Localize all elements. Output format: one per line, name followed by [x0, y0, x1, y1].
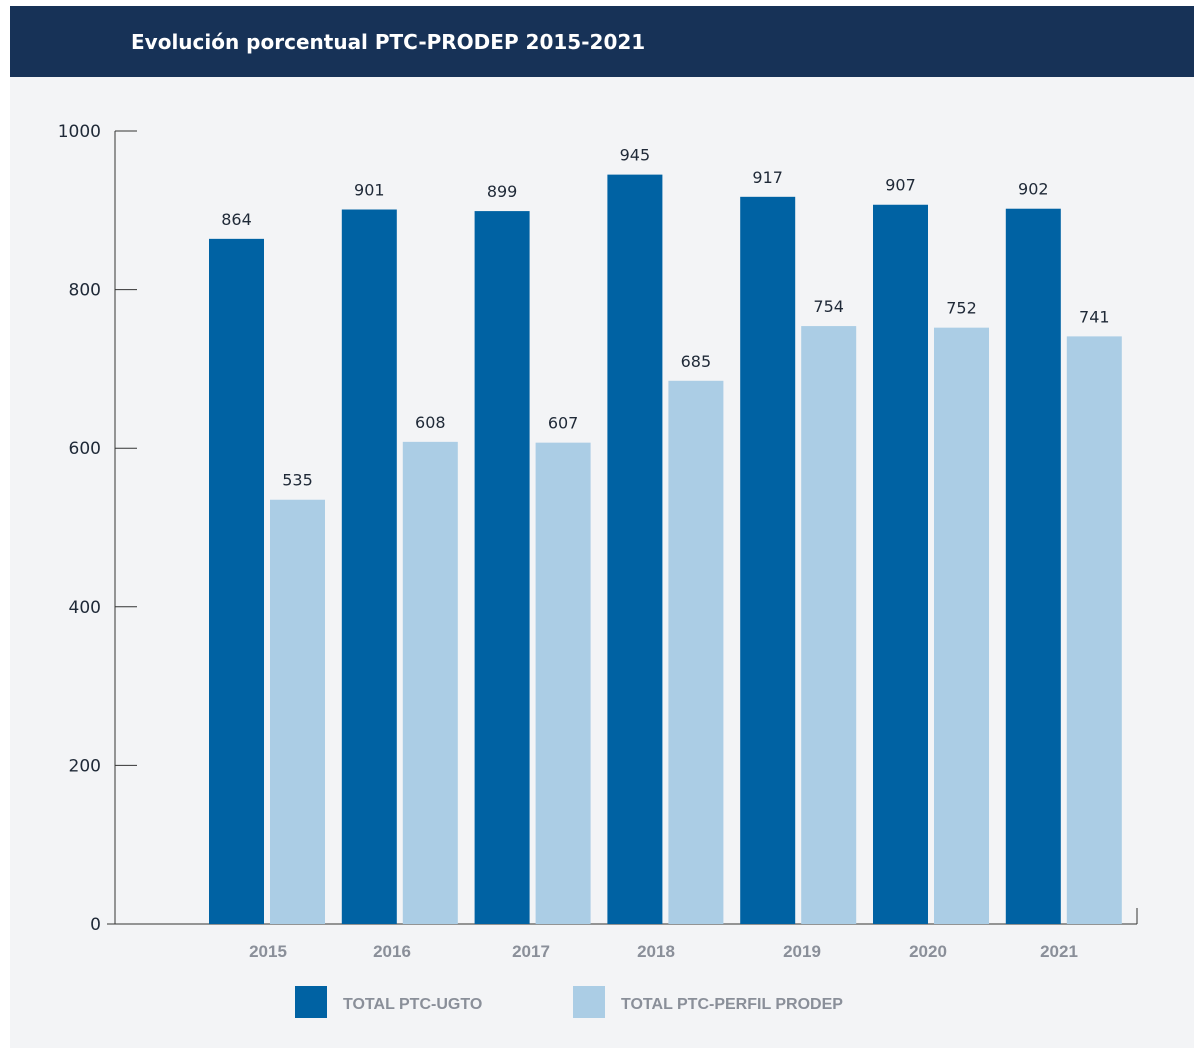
chart-title: Evolución porcentual PTC-PRODEP 2015-202… — [131, 30, 646, 54]
y-tick-label: 800 — [69, 281, 101, 301]
chart-panel: Evolución porcentual PTC-PRODEP 2015-202… — [10, 6, 1194, 1048]
bar — [607, 174, 663, 925]
data-label: 754 — [813, 297, 844, 316]
bar — [1066, 336, 1122, 925]
x-tick-label: 2017 — [512, 942, 550, 961]
bar — [873, 204, 928, 924]
data-label: 752 — [946, 299, 977, 318]
bar — [209, 238, 264, 924]
y-tick-label: 1000 — [58, 122, 101, 142]
bar-chart: 0 200 400 600 800 1000 864 535 2015 901 608 2016 899… — [58, 122, 1138, 1018]
data-label: 608 — [415, 413, 446, 432]
y-tick-label: 400 — [69, 598, 101, 618]
x-tick-label: 2015 — [249, 942, 287, 961]
x-tick-label: 2021 — [1040, 942, 1078, 961]
data-label: 685 — [681, 352, 712, 371]
data-label: 901 — [354, 181, 385, 200]
data-label: 902 — [1018, 180, 1049, 199]
bar — [668, 380, 724, 924]
bar — [740, 196, 796, 925]
bar — [474, 211, 530, 924]
data-label: 899 — [487, 182, 518, 201]
x-tick-label: 2016 — [373, 942, 411, 961]
y-tick-label: 600 — [69, 439, 101, 459]
x-tick-label: 2019 — [783, 942, 821, 961]
bar — [402, 441, 458, 924]
y-tick-label: 0 — [90, 915, 101, 935]
x-tick-label: 2020 — [909, 942, 947, 961]
legend-swatch — [573, 986, 605, 1018]
data-label: 907 — [885, 176, 916, 195]
data-label: 741 — [1079, 307, 1110, 326]
bar — [801, 326, 857, 924]
data-label: 864 — [221, 210, 252, 229]
bar — [535, 442, 591, 924]
bar — [341, 209, 397, 924]
data-label: 607 — [548, 414, 579, 433]
legend-swatch — [295, 986, 327, 1018]
data-label: 945 — [620, 146, 651, 165]
bar — [934, 327, 989, 924]
chart-header: Evolución porcentual PTC-PRODEP 2015-202… — [10, 6, 1194, 77]
y-tick-label: 200 — [69, 756, 101, 776]
bar — [1005, 208, 1061, 925]
data-label: 917 — [752, 168, 783, 187]
legend-label: TOTAL PTC-UGTO — [343, 996, 482, 1013]
x-tick-label: 2018 — [637, 942, 675, 961]
bar — [270, 499, 325, 924]
data-label: 535 — [282, 471, 313, 490]
legend-label: TOTAL PTC-PERFIL PRODEP — [621, 996, 843, 1013]
